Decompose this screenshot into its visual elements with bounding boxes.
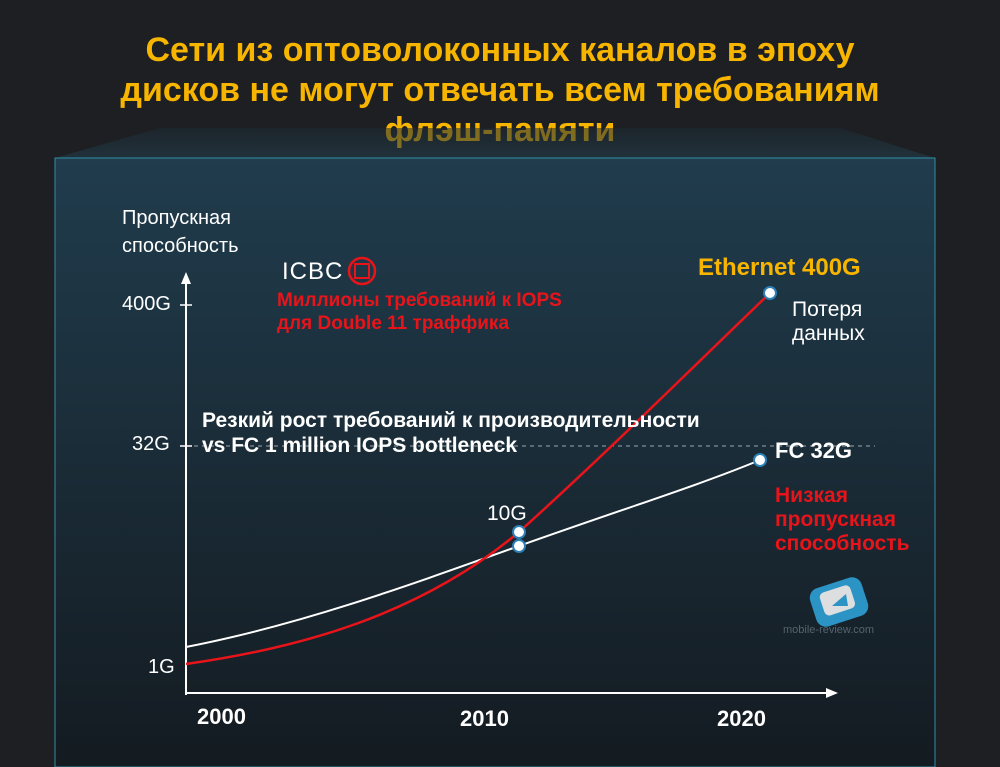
y-axis-label-line-2: способность <box>122 235 239 257</box>
chart-panel <box>54 157 936 767</box>
x-axis-arrow <box>826 688 838 698</box>
bottleneck-note-line-1: Резкий рост требований к производительно… <box>202 409 700 432</box>
title-line-1: Сети из оптоволоконных каналов в эпоху <box>145 31 855 69</box>
x-tick-label-2010: 2010 <box>460 706 509 731</box>
y-axis-label-line-1: Пропускная <box>122 207 231 229</box>
y-tick-label-1g: 1G <box>148 656 175 678</box>
watermark-icon <box>809 577 869 627</box>
y-axis-arrow <box>181 272 191 284</box>
marker-ethernet-400g <box>763 286 777 300</box>
title-line-2: дисков не могут отвечать всем требования… <box>120 71 880 109</box>
y-tick-label-400g: 400G <box>122 293 171 315</box>
watermark-text: mobile-review.com <box>783 624 875 636</box>
icbc-logo-text: ICBC <box>282 258 344 285</box>
x-tick-label-2020: 2020 <box>717 706 766 731</box>
low-bw-line-3: способность <box>775 532 910 555</box>
page-title: Сети из оптоволоконных каналов в эпоху д… <box>0 30 1000 150</box>
low-bw-line-1: Низкая <box>775 484 848 507</box>
fc-32g-label: FC 32G <box>775 438 853 463</box>
y-tick-label-32g: 32G <box>132 433 170 455</box>
icbc-note-line-2: для Double 11 траффика <box>277 313 510 334</box>
x-tick-label-2000: 2000 <box>197 704 246 729</box>
data-loss-line-2: данных <box>792 322 865 345</box>
ethernet-400g-label: Ethernet 400G <box>698 254 861 281</box>
icbc-logo-icon <box>347 256 377 286</box>
panel-header-trapezoid <box>55 128 935 158</box>
marker-fc-32g <box>753 453 767 467</box>
bottleneck-note-line-2: vs FC 1 million IOPS bottleneck <box>202 434 518 457</box>
low-bw-line-2: пропускная <box>775 508 896 531</box>
data-loss-line-1: Потеря <box>792 298 863 321</box>
icbc-note-line-1: Миллионы требований к IOPS <box>277 290 562 311</box>
icbc-logo-inner <box>354 263 370 279</box>
marker-ethernet-10g <box>512 525 526 539</box>
point-label-10g: 10G <box>487 502 527 525</box>
marker-fc-10g <box>512 539 526 553</box>
